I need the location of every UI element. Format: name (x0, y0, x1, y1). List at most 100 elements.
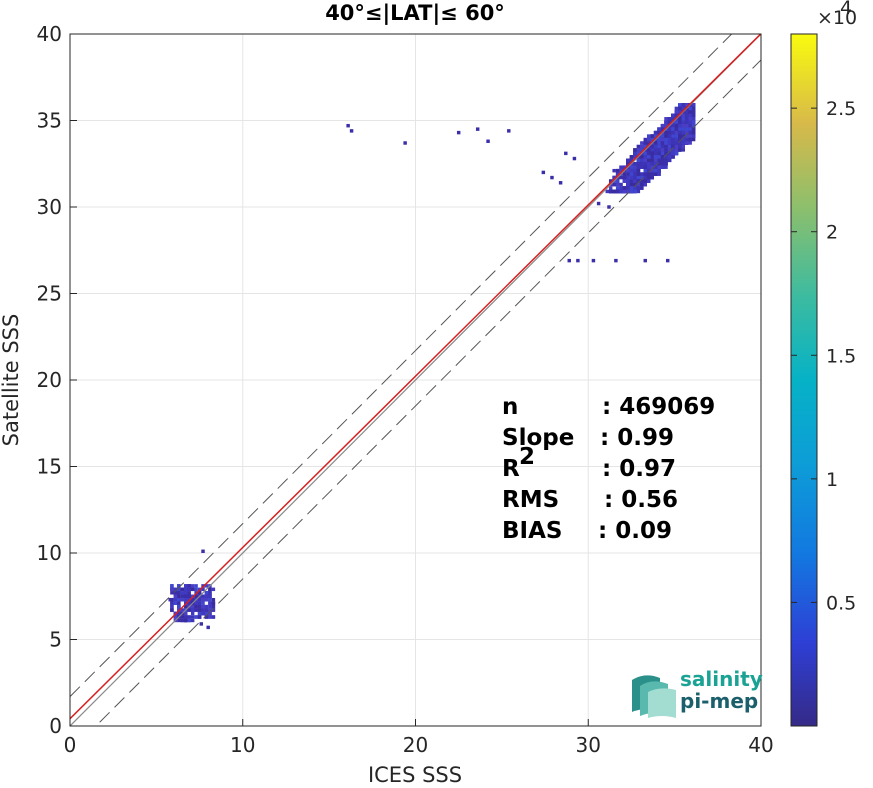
density-cell (688, 113, 692, 118)
density-cell (653, 130, 658, 135)
density-cell (180, 615, 185, 619)
density-cell (187, 608, 191, 612)
density-cell (208, 587, 212, 592)
density-cell (660, 151, 665, 156)
density-cell (667, 155, 672, 159)
density-cell (629, 168, 634, 173)
density-cell (626, 172, 630, 176)
density-cell (678, 144, 682, 149)
density-cell (170, 591, 174, 595)
density-cell (643, 158, 647, 163)
density-cell (660, 141, 665, 145)
density-cell (636, 179, 641, 183)
density-cell (558, 181, 563, 185)
density-cell (177, 611, 181, 616)
density-cell (674, 110, 679, 114)
density-cell (187, 618, 191, 623)
density-cell (667, 117, 672, 121)
density-cell (660, 137, 665, 142)
density-cell (684, 113, 689, 118)
density-cell (660, 123, 665, 128)
density-cell (640, 165, 644, 169)
density-cell (671, 137, 675, 142)
density-cell (653, 151, 658, 156)
density-cell (660, 158, 665, 163)
density-cell (636, 148, 641, 152)
density-cell (671, 117, 675, 121)
density-cell (197, 611, 202, 616)
density-cell (643, 172, 647, 176)
density-cell (678, 134, 682, 138)
density-cell (204, 608, 209, 612)
density-cell (622, 175, 627, 180)
density-cell (691, 123, 696, 128)
density-cell (653, 134, 658, 138)
density-cell (204, 615, 209, 619)
density-cell (187, 601, 191, 605)
density-cell (671, 113, 675, 118)
density-cell (681, 117, 685, 121)
stat-label: RMS (502, 487, 559, 513)
density-cell (194, 584, 198, 588)
density-cell (208, 604, 212, 609)
density-cell (678, 117, 682, 121)
density-cell (650, 144, 654, 149)
density-cell (170, 584, 174, 588)
density-cell (674, 151, 679, 156)
density-cell (646, 172, 651, 176)
y-tick-label: 20 (37, 368, 62, 392)
density-cell (674, 134, 679, 138)
density-cell (688, 110, 692, 114)
density-cell (650, 162, 654, 166)
density-cell (208, 601, 212, 605)
density-cell (681, 120, 685, 124)
density-cell (660, 127, 665, 131)
density-cell (691, 110, 696, 114)
density-cell (653, 162, 658, 166)
density-cell (615, 182, 620, 187)
density-cell (201, 604, 205, 609)
density-cell (190, 587, 195, 592)
colorbar-ticks: 0.5 1 1.5 2 2.5 (791, 98, 856, 614)
stat-label: R (502, 456, 520, 482)
density-cell (170, 601, 174, 605)
density-cell (612, 182, 616, 187)
density-cell (619, 165, 623, 169)
salinity-pimep-logo: salinity pi-mep (632, 667, 763, 718)
density-cell (403, 141, 407, 145)
density-cell (201, 601, 205, 605)
density-cell (184, 591, 188, 595)
density-cell (622, 165, 627, 169)
density-cell (177, 618, 181, 623)
density-cell (211, 601, 216, 605)
density-cell (646, 162, 651, 166)
density-cell (591, 258, 596, 263)
density-cell (643, 179, 647, 183)
density-cell (646, 148, 651, 152)
density-cell (190, 615, 195, 619)
density-cell (650, 148, 654, 152)
density-cell (688, 137, 692, 142)
density-cell (615, 172, 620, 176)
colorbar-multiplier: ×10 (817, 7, 857, 29)
density-cell (636, 172, 641, 176)
density-cell (684, 134, 689, 138)
density-cell (681, 106, 685, 111)
density-cell (691, 127, 696, 131)
density-cell (653, 158, 658, 163)
density-cell (190, 608, 195, 612)
density-cell (664, 155, 668, 159)
colorbar: 0.5 1 1.5 2 2.5 ×10 4 (790, 0, 857, 727)
density-cell (507, 129, 511, 133)
density-cell (671, 144, 675, 149)
density-cell (173, 597, 178, 602)
density-cell (674, 141, 679, 145)
density-cell (684, 120, 689, 124)
density-cell (629, 179, 634, 183)
density-cell (664, 120, 668, 124)
density-cell (646, 179, 651, 183)
density-cell (664, 165, 668, 169)
density-cell (629, 172, 634, 176)
density-cell (664, 158, 668, 163)
density-cell (650, 175, 654, 180)
